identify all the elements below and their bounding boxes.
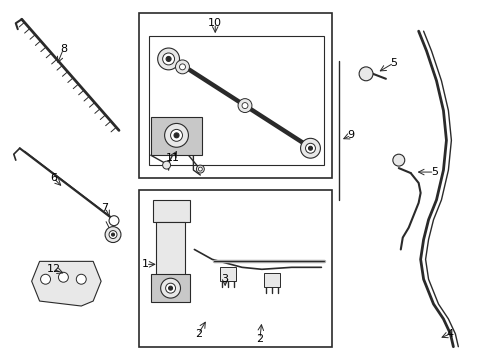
Text: 11: 11	[165, 153, 179, 163]
Circle shape	[392, 154, 404, 166]
Text: 9: 9	[347, 130, 354, 140]
Bar	[139, 13, 332, 178]
Circle shape	[76, 274, 86, 284]
Text: 3: 3	[221, 274, 228, 284]
Circle shape	[59, 272, 68, 282]
Circle shape	[165, 283, 175, 293]
Circle shape	[174, 133, 179, 138]
Bar	[220, 267, 236, 281]
Text: 10: 10	[208, 18, 222, 28]
Circle shape	[305, 143, 315, 153]
Text: 2: 2	[256, 334, 263, 344]
Circle shape	[300, 138, 320, 158]
Circle shape	[168, 286, 172, 290]
Bar	[150, 117, 202, 155]
Circle shape	[163, 161, 170, 169]
Polygon shape	[32, 261, 101, 306]
Circle shape	[170, 129, 182, 141]
Circle shape	[109, 231, 117, 239]
Text: 5: 5	[389, 58, 397, 68]
Text: 12: 12	[46, 264, 61, 274]
Circle shape	[308, 146, 312, 150]
Text: 7: 7	[102, 203, 108, 213]
Circle shape	[111, 233, 114, 236]
Circle shape	[109, 216, 119, 226]
Text: 8: 8	[60, 44, 67, 54]
Circle shape	[196, 165, 204, 173]
Bar	[152, 200, 190, 222]
Bar	[139, 190, 332, 347]
Circle shape	[358, 67, 372, 81]
Circle shape	[41, 274, 50, 284]
Circle shape	[161, 278, 180, 298]
Bar	[148, 36, 324, 165]
Bar	[150, 274, 190, 302]
Circle shape	[179, 64, 185, 70]
Text: 1: 1	[142, 259, 149, 269]
Circle shape	[164, 123, 188, 147]
Circle shape	[175, 60, 189, 74]
Circle shape	[105, 227, 121, 243]
Circle shape	[166, 57, 171, 62]
Text: 2: 2	[194, 329, 202, 339]
Bar	[264, 273, 279, 287]
Circle shape	[163, 53, 174, 65]
Bar	[155, 222, 185, 281]
Circle shape	[238, 99, 251, 113]
Text: 5: 5	[430, 167, 437, 177]
Text: 4: 4	[446, 329, 453, 339]
Circle shape	[242, 103, 247, 109]
Circle shape	[157, 48, 179, 70]
Text: 6: 6	[50, 173, 57, 183]
Circle shape	[198, 167, 202, 171]
